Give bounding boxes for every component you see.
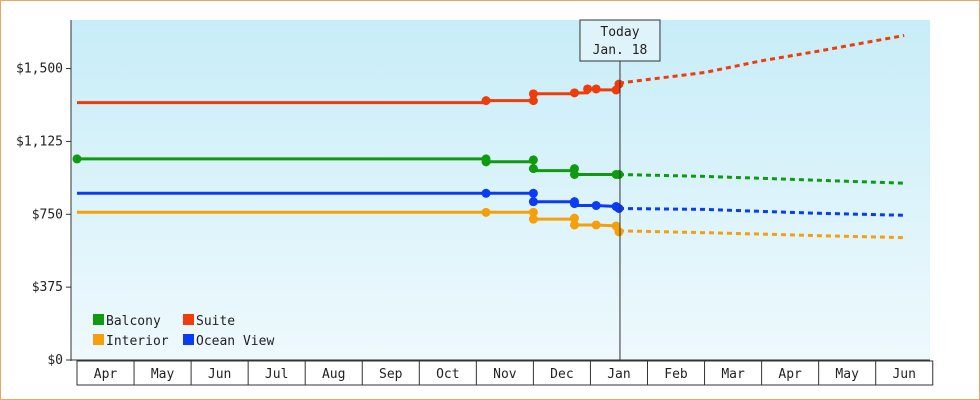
data-point-interior[interactable] xyxy=(614,227,624,237)
x-tick-label: Jan xyxy=(607,367,630,382)
data-point-ocean-view[interactable] xyxy=(591,201,601,211)
legend-label-suite: Suite xyxy=(196,314,235,329)
data-point-balcony[interactable] xyxy=(569,169,579,179)
x-tick-label: Oct xyxy=(436,367,459,382)
y-tick-label: $0 xyxy=(47,353,63,368)
x-tick-label: Dec xyxy=(550,367,573,382)
x-tick-label: Feb xyxy=(664,367,688,382)
data-point-balcony[interactable] xyxy=(528,164,538,174)
legend-label-balcony: Balcony xyxy=(106,314,161,329)
data-point-interior[interactable] xyxy=(528,207,538,217)
series-interior xyxy=(77,207,905,240)
data-point-balcony[interactable] xyxy=(614,169,624,179)
legend-swatch-interior xyxy=(93,334,104,345)
data-point-suite[interactable] xyxy=(591,84,601,94)
forecast-line-interior xyxy=(618,229,905,240)
data-point-interior[interactable] xyxy=(569,213,579,223)
x-tick-label: Aug xyxy=(322,367,345,382)
y-tick-label: $375 xyxy=(32,280,63,295)
series-ocean-view xyxy=(77,188,905,217)
data-point-suite[interactable] xyxy=(614,79,624,89)
forecast-line-balcony xyxy=(618,173,905,185)
today-date: Jan. 18 xyxy=(593,43,648,58)
data-point-ocean-view[interactable] xyxy=(481,188,491,198)
data-point-ocean-view[interactable] xyxy=(528,197,538,207)
data-point-ocean-view[interactable] xyxy=(528,188,538,198)
data-point-balcony[interactable] xyxy=(528,155,538,165)
legend-swatch-suite xyxy=(183,314,194,325)
x-tick-label: Nov xyxy=(493,367,517,382)
data-point-interior[interactable] xyxy=(591,220,601,230)
legend-label-ocean-view: Ocean View xyxy=(196,334,274,349)
data-point-suite[interactable] xyxy=(528,96,538,106)
forecast-line-ocean-view xyxy=(618,207,905,217)
data-point-interior[interactable] xyxy=(481,207,491,217)
x-tick-label: Jul xyxy=(265,367,288,382)
x-tick-label: Jun xyxy=(892,367,915,382)
data-point-suite[interactable] xyxy=(528,89,538,99)
legend-swatch-balcony xyxy=(93,314,104,325)
plot-area xyxy=(71,20,930,360)
data-point-suite[interactable] xyxy=(583,84,593,94)
x-tick-label: May xyxy=(835,367,859,382)
forecast-line-suite xyxy=(618,34,905,85)
x-tick-label: Apr xyxy=(778,367,802,382)
today-label: Today xyxy=(600,25,639,40)
legend-label-interior: Interior xyxy=(106,334,169,349)
data-point-suite[interactable] xyxy=(569,88,579,98)
series-balcony xyxy=(72,154,905,185)
series-suite xyxy=(77,34,905,106)
x-tick-label: Mar xyxy=(721,367,745,382)
y-tick-label: $750 xyxy=(32,207,63,222)
data-point-balcony[interactable] xyxy=(481,157,491,167)
x-axis-band xyxy=(76,360,934,386)
data-point-interior[interactable] xyxy=(569,220,579,230)
y-tick-label: $1,500 xyxy=(16,62,63,77)
data-point-balcony[interactable] xyxy=(72,154,82,164)
data-point-suite[interactable] xyxy=(481,96,491,106)
today-box xyxy=(579,19,661,62)
x-tick-label: May xyxy=(151,367,175,382)
y-tick-label: $1,125 xyxy=(16,134,63,149)
x-tick-label: Jun xyxy=(208,367,231,382)
x-tick-label: Sep xyxy=(379,367,403,382)
data-point-ocean-view[interactable] xyxy=(614,203,624,213)
x-tick-label: Apr xyxy=(94,367,118,382)
legend-swatch-ocean-view xyxy=(183,334,194,345)
data-point-interior[interactable] xyxy=(528,214,538,224)
data-point-ocean-view[interactable] xyxy=(569,199,579,209)
